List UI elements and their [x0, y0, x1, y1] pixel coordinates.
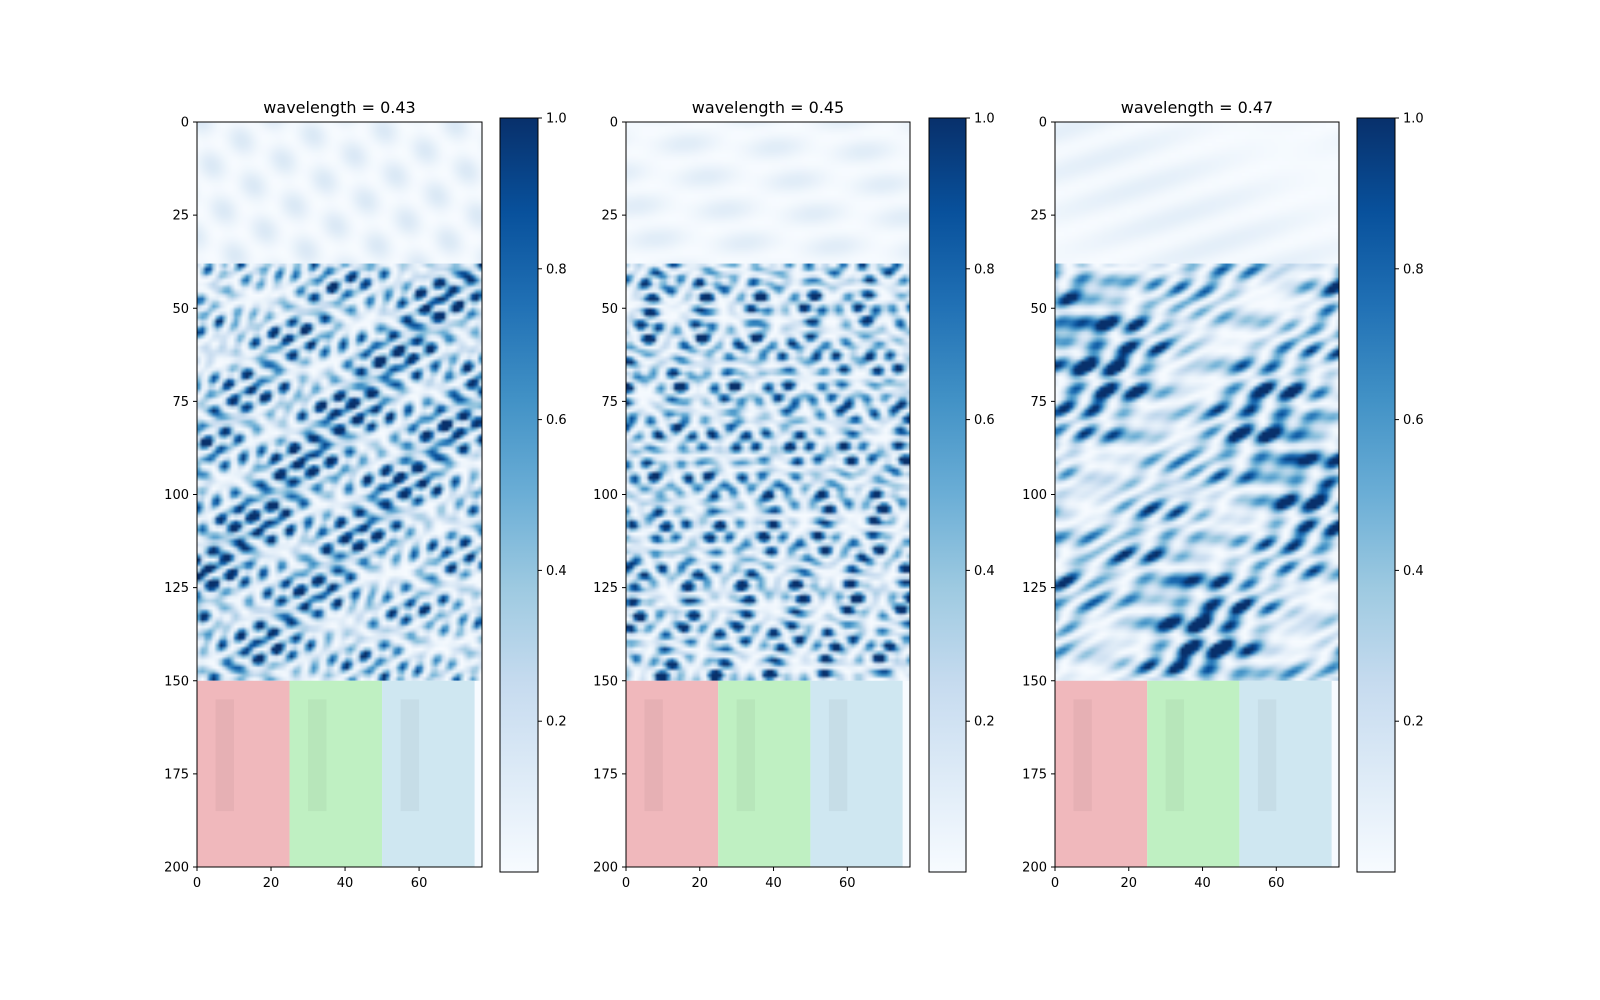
region-1 [626, 680, 719, 867]
band-top [1055, 122, 1339, 264]
y-tick-label: 125 [164, 581, 189, 596]
y-tick-label: 100 [593, 488, 618, 503]
colorbar-tick-label: 1.0 [546, 112, 567, 127]
y-tick-label: 100 [164, 488, 189, 503]
subplot-title: wavelength = 0.43 [263, 98, 415, 117]
colorbar-tick-label: 0.2 [1403, 715, 1424, 730]
y-tick-label: 75 [1030, 395, 1047, 410]
region-texture [400, 699, 420, 812]
y-tick-label: 50 [172, 302, 189, 317]
heatmap-image [626, 122, 910, 867]
region-3 [1239, 680, 1332, 867]
y-tick-label: 125 [1022, 581, 1047, 596]
y-tick-label: 175 [593, 767, 618, 782]
y-tick-label: 150 [593, 674, 618, 689]
colorbar-tick-label: 0.8 [546, 262, 567, 277]
x-tick-label: 60 [411, 876, 428, 891]
y-tick-label: 0 [1039, 116, 1047, 131]
band-middle [626, 263, 910, 681]
region-texture [1257, 699, 1277, 812]
y-tick-label: 25 [1030, 209, 1047, 224]
region-texture [215, 699, 235, 812]
y-tick-label: 25 [172, 209, 189, 224]
y-tick-label: 175 [1022, 767, 1047, 782]
y-tick-label: 50 [601, 302, 618, 317]
y-tick-label: 200 [164, 861, 189, 876]
subplot-title: wavelength = 0.47 [1121, 98, 1273, 117]
x-tick-label: 0 [193, 876, 201, 891]
y-tick-label: 75 [172, 395, 189, 410]
y-tick-label: 125 [593, 581, 618, 596]
colorbar-tick-label: 0.6 [974, 413, 995, 428]
y-tick-label: 200 [1022, 861, 1047, 876]
heatmap-image [1055, 122, 1339, 867]
region-1 [1055, 680, 1148, 867]
x-tick-label: 20 [263, 876, 280, 891]
x-tick-label: 0 [1051, 876, 1059, 891]
colorbar: 0.2 0.4 0.6 0.8 1.0 [928, 112, 995, 873]
y-tick-label: 0 [610, 116, 618, 131]
y-tick-label: 0 [181, 116, 189, 131]
x-tick-label: 0 [622, 876, 630, 891]
band-top [197, 122, 482, 264]
band-middle [1055, 263, 1339, 681]
colorbar-tick-label: 0.4 [974, 564, 995, 579]
subplot-1: wavelength = 0.4302550751001251501752000… [164, 98, 567, 891]
x-tick-label: 60 [1268, 876, 1285, 891]
region-texture [736, 699, 756, 812]
region-3 [810, 680, 903, 867]
band-top [626, 122, 910, 264]
region-2 [289, 680, 383, 867]
subplot-2: wavelength = 0.4502550751001251501752000… [593, 98, 995, 891]
colorbar-tick-label: 0.8 [1403, 262, 1424, 277]
x-tick-label: 40 [765, 876, 782, 891]
region-texture [644, 699, 663, 812]
y-tick-label: 75 [601, 395, 618, 410]
colorbar-tick-label: 1.0 [1403, 112, 1424, 127]
region-1 [197, 680, 290, 867]
subplot-title: wavelength = 0.45 [692, 98, 844, 117]
y-tick-label: 25 [601, 209, 618, 224]
colorbar-gradient [499, 117, 539, 873]
y-tick-label: 175 [164, 767, 189, 782]
region-3 [382, 680, 475, 867]
y-tick-label: 150 [1022, 674, 1047, 689]
colorbar-tick-label: 0.2 [546, 715, 567, 730]
region-texture [308, 699, 327, 812]
y-tick-label: 50 [1030, 302, 1047, 317]
colorbar-tick-label: 1.0 [974, 112, 995, 127]
colorbar-tick-label: 0.6 [1403, 413, 1424, 428]
colorbar-tick-label: 0.6 [546, 413, 567, 428]
colorbar-gradient [1356, 117, 1396, 873]
colorbar: 0.2 0.4 0.6 0.8 1.0 [1356, 112, 1424, 873]
region-2 [1147, 680, 1240, 867]
y-tick-label: 150 [164, 674, 189, 689]
y-tick-label: 200 [593, 861, 618, 876]
region-texture [1073, 699, 1092, 812]
heatmap-image [197, 122, 482, 867]
region-texture [828, 699, 848, 812]
colorbar-tick-label: 0.2 [974, 715, 995, 730]
colorbar-tick-label: 0.4 [1403, 564, 1424, 579]
region-texture [1165, 699, 1185, 812]
x-tick-label: 20 [1120, 876, 1137, 891]
y-tick-label: 100 [1022, 488, 1047, 503]
colorbar-tick-label: 0.8 [974, 262, 995, 277]
colorbar-gradient [928, 117, 967, 873]
band-middle [197, 263, 482, 681]
x-tick-label: 60 [839, 876, 856, 891]
x-tick-label: 20 [691, 876, 708, 891]
x-tick-label: 40 [1194, 876, 1211, 891]
region-2 [718, 680, 811, 867]
x-tick-label: 40 [337, 876, 354, 891]
colorbar: 0.2 0.4 0.6 0.8 1.0 [499, 112, 567, 873]
subplot-3: wavelength = 0.4702550751001251501752000… [1022, 98, 1424, 891]
colorbar-tick-label: 0.4 [546, 564, 567, 579]
